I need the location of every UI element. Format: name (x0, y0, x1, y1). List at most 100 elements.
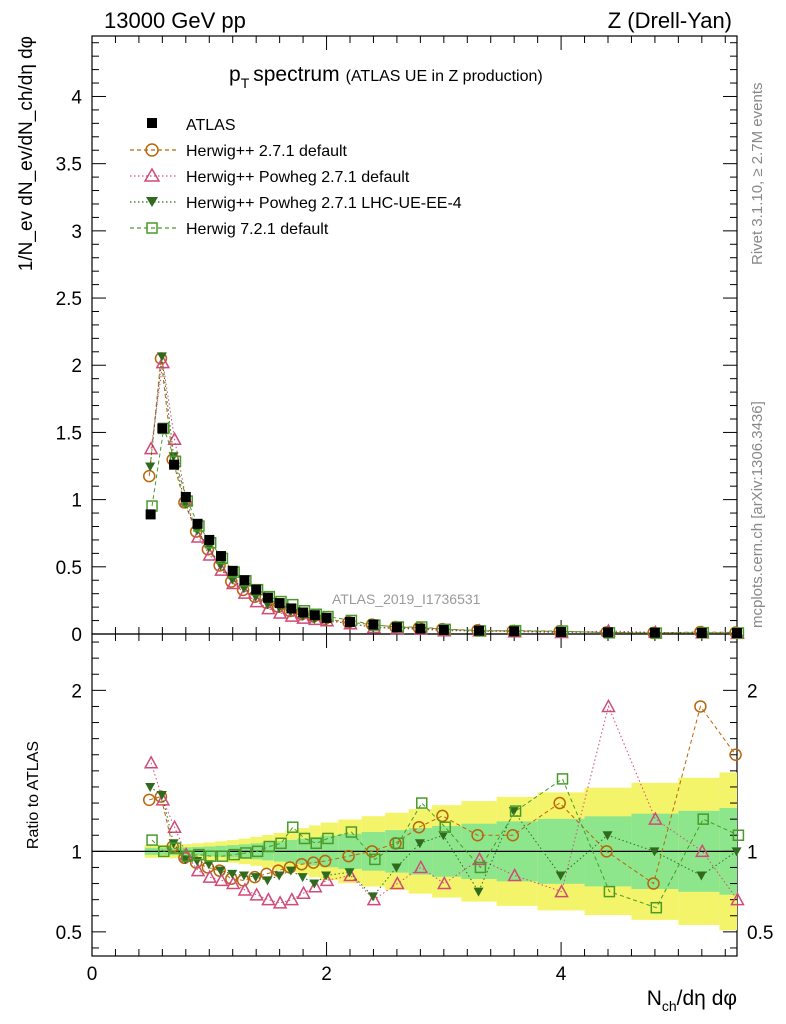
x-label-rest: /dη dφ (677, 987, 737, 1010)
legend: ATLAS Herwig++ 2.7.1 default Herwig++ Po… (130, 117, 462, 238)
data-point (556, 626, 567, 637)
x-tick-label: 0 (87, 964, 98, 985)
ratio-point (204, 850, 217, 862)
ratio-point (729, 748, 742, 761)
ratio-point (214, 872, 229, 887)
data-point (239, 575, 250, 586)
data-point (227, 565, 238, 576)
data-point (274, 598, 285, 609)
ratio-point (285, 866, 296, 876)
ratio-point (694, 700, 707, 713)
ratio-point (603, 885, 616, 898)
ratio-point (648, 811, 663, 825)
legend-marker-herwig271 (145, 143, 159, 157)
ratio-point (507, 867, 522, 882)
main-point (284, 608, 300, 622)
ratio-point (249, 887, 264, 901)
data-point (603, 627, 613, 638)
data-point (157, 423, 168, 434)
data-point (286, 603, 297, 614)
ratio-point (262, 876, 273, 886)
ratio-point (309, 879, 320, 889)
ratio-point (307, 856, 320, 869)
ratio-point (298, 832, 311, 845)
ratio-point (284, 892, 300, 906)
ratio-point (414, 839, 425, 849)
ratio-tick-label-right: 1 (747, 842, 758, 863)
ratio-point (437, 875, 452, 890)
ratio-point (295, 857, 308, 871)
main-point (249, 594, 264, 608)
ratio-point (509, 805, 522, 817)
ratio-point (647, 877, 660, 890)
plot-title: pT spectrum (ATLAS UE in Z production) (229, 63, 543, 91)
y-tick-label: 1 (71, 491, 82, 512)
ratio-point (471, 829, 484, 842)
ratio-point (369, 853, 381, 866)
ratio-point (472, 851, 487, 866)
header-left: 13000 GeV pp (104, 8, 246, 33)
ratio-point (274, 871, 285, 881)
ratio-point (436, 809, 449, 823)
main-point (156, 352, 167, 362)
ratio-point (367, 892, 378, 902)
title-main: spectrum (253, 63, 339, 86)
data-point (180, 491, 191, 502)
legend-label-powheg: Herwig++ Powheg 2.7.1 default (186, 169, 410, 186)
main-point (145, 462, 156, 472)
data-point (216, 551, 226, 562)
ratio-point (345, 826, 358, 838)
data-point (251, 584, 262, 595)
ratio-point (438, 831, 449, 841)
y-tick-label: 0 (71, 625, 82, 646)
ratio-point (287, 821, 299, 833)
ratio-point (225, 875, 241, 890)
rivet-label: Rivet 3.1.10, ≥ 2.7M events (749, 83, 766, 266)
y-tick-label: 3 (71, 222, 82, 243)
ratio-point (602, 831, 613, 841)
data-point (649, 627, 660, 638)
y-tick-label: 2.5 (56, 289, 82, 310)
ratio-point (146, 834, 158, 846)
ratio-point (474, 861, 487, 874)
main-point (238, 584, 249, 594)
data-point (368, 619, 379, 630)
ratio-tick-label: 2 (71, 681, 82, 702)
y-tick-label: 3.5 (56, 155, 82, 176)
y-tick-label: 0.5 (56, 558, 82, 579)
ratio-tick-label: 1 (71, 842, 82, 863)
ratio-point (202, 869, 218, 883)
ratio-point (343, 867, 358, 882)
ratio-point (272, 895, 288, 909)
data-point (145, 509, 156, 520)
legend-marker-powheg (143, 167, 161, 182)
ratio-point (344, 868, 355, 878)
ratio-point (600, 845, 613, 858)
data-point (415, 623, 426, 634)
ratio-point (237, 882, 253, 896)
ratio-point (697, 813, 709, 825)
main-point (155, 355, 171, 369)
ratio-point (215, 866, 226, 876)
legend-label-herwig271: Herwig++ 2.7.1 default (186, 143, 348, 160)
ratio-point (240, 847, 252, 859)
ratio-point (169, 842, 182, 854)
ratio-point (506, 829, 520, 842)
data-point (204, 534, 215, 545)
data-point (732, 628, 742, 639)
ratio-point (227, 869, 238, 879)
legend-label-powheg-ue: Herwig++ Powheg 2.7.1 LHC-UE-EE-4 (186, 195, 462, 212)
data-point (438, 624, 449, 635)
ratio-point (730, 892, 745, 906)
data-point (509, 626, 520, 637)
title-p: p (229, 63, 241, 86)
ratio-point (213, 864, 226, 877)
ratio-point (601, 698, 616, 713)
main-point (225, 575, 241, 590)
ratio-point (473, 887, 484, 897)
data-point (192, 518, 203, 529)
ratio-point (158, 845, 170, 858)
legend-marker-atlas (147, 118, 157, 128)
ratio-point (439, 821, 451, 833)
